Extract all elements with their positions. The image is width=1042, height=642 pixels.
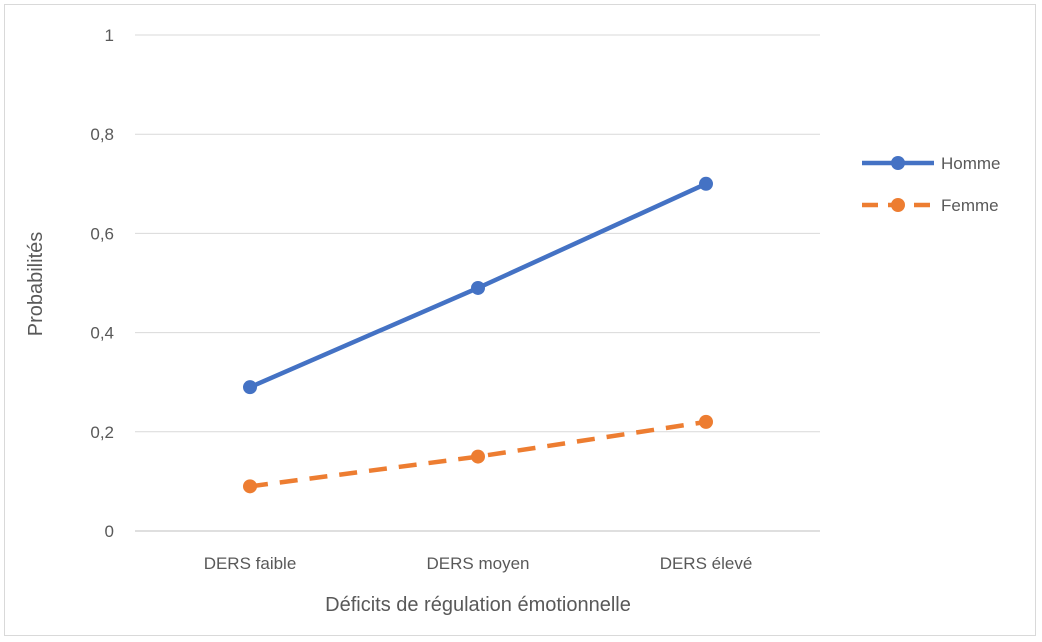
y-tick-labels: 0 0,2 0,4 0,6 0,8 1 — [90, 26, 114, 541]
y-tick-label: 0,4 — [90, 324, 114, 343]
data-point — [471, 280, 485, 295]
y-tick-label: 1 — [105, 26, 114, 45]
series-line — [249, 419, 707, 489]
y-tick-label: 0,8 — [90, 125, 114, 144]
legend: Homme Femme — [862, 154, 1001, 215]
series-homme — [243, 176, 713, 395]
x-tick-label: DERS élevé — [660, 554, 753, 573]
legend-marker — [891, 156, 905, 170]
y-tick-label: 0,2 — [90, 423, 114, 442]
legend-marker — [891, 198, 905, 212]
y-tick-label: 0 — [105, 522, 114, 541]
series-layer — [243, 176, 713, 494]
x-axis-title: Déficits de régulation émotionnelle — [325, 594, 631, 616]
gridlines — [135, 34, 820, 532]
x-tick-label: DERS moyen — [427, 554, 530, 573]
x-tick-label: DERS faible — [204, 554, 297, 573]
data-point — [699, 414, 713, 429]
data-point — [243, 380, 257, 395]
legend-item-homme: Homme — [862, 154, 1001, 173]
legend-label: Homme — [941, 154, 1001, 173]
data-point — [243, 479, 257, 494]
y-tick-label: 0,6 — [90, 224, 114, 243]
x-tick-labels: DERS faible DERS moyen DERS élevé — [204, 554, 753, 573]
data-point — [699, 176, 713, 191]
legend-item-femme: Femme — [862, 196, 999, 215]
data-point — [471, 449, 485, 464]
series-femme — [243, 414, 713, 494]
y-axis-title: Probabilités — [25, 232, 47, 337]
legend-label: Femme — [941, 196, 999, 215]
